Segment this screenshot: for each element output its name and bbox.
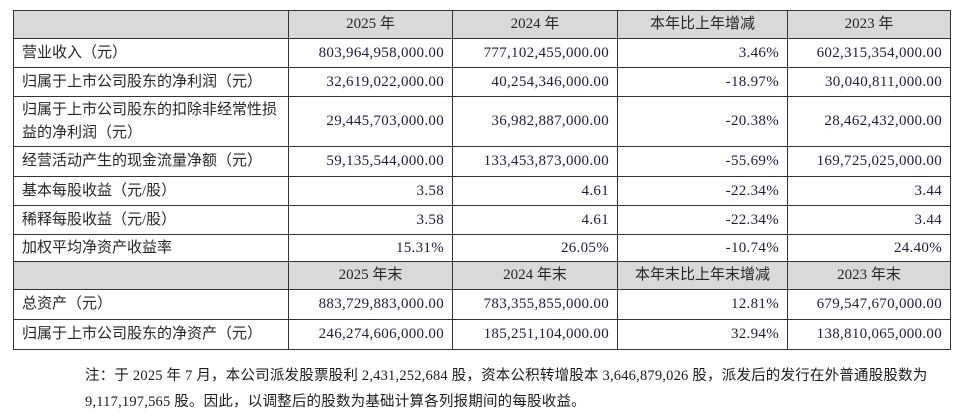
cell-change: -55.69% [617,146,788,177]
cell-2024: 133,453,873,000.00 [452,146,618,177]
header-2024: 2024 年 [452,10,618,39]
cell-2024: 4.61 [452,176,618,206]
row-label: 营业收入（元） [13,38,289,68]
cell-2025: 883,729,883,000.00 [288,289,453,320]
header-2025: 2025 年 [288,10,453,39]
header-yoy-change: 本年比上年增减 [617,10,788,39]
row-label: 归属于上市公司股东的净利润（元） [13,67,289,97]
row-label: 经营活动产生的现金流量净额（元） [13,146,289,177]
cell-2023: 3.44 [787,176,951,206]
cell-2024: 40,254,346,000.00 [452,67,618,97]
cell-2025: 246,274,606,000.00 [288,319,453,350]
cell-change: 32.94% [617,319,788,350]
header-2023: 2023 年 [787,10,951,39]
cell-2023: 602,315,354,000.00 [787,38,951,68]
cell-2025: 3.58 [288,205,453,235]
row-label: 稀释每股收益（元/股） [13,205,289,235]
table-row-net-assets: 归属于上市公司股东的净资产（元） 246,274,606,000.00 185,… [13,319,951,350]
table-header-year-end: 2025 年末 2024 年末 本年末比上年末增减 2023 年末 [13,261,951,290]
table-row-weighted-avg-roe: 加权平均净资产收益率 15.31% 26.05% -10.74% 24.40% [13,234,951,262]
row-label: 归属于上市公司股东的净资产（元） [13,319,289,350]
header-2025-year-end: 2025 年末 [288,261,453,290]
cell-change: 3.46% [617,38,788,68]
header-empty-cell [13,10,289,39]
cell-change: -18.97% [617,67,788,97]
cell-change: -22.34% [617,205,788,235]
table-header-annual: 2025 年 2024 年 本年比上年增减 2023 年 [13,10,951,39]
table-row-basic-eps: 基本每股收益（元/股） 3.58 4.61 -22.34% 3.44 [13,176,951,206]
cell-2024: 777,102,455,000.00 [452,38,618,68]
table-row-revenue: 营业收入（元） 803,964,958,000.00 777,102,455,0… [13,38,951,68]
row-label: 归属于上市公司股东的扣除非经常性损益的净利润（元） [13,96,289,147]
row-label: 加权平均净资产收益率 [13,234,289,262]
cell-change: -22.34% [617,176,788,206]
header-2024-year-end: 2024 年末 [452,261,618,290]
cell-2024: 185,251,104,000.00 [452,319,618,350]
footnote-line-1: 注：于 2025 年 7 月，本公司派发股票股利 2,431,252,684 股… [85,368,928,384]
header-2023-year-end: 2023 年末 [787,261,951,290]
footnote-line-2: 9,117,197,565 股。因此，以调整后的股数为基础计算各列报期间的每股收… [85,394,586,410]
cell-2025: 15.31% [288,234,453,262]
table-row-net-profit: 归属于上市公司股东的净利润（元） 32,619,022,000.00 40,25… [13,67,951,97]
header-empty-cell [13,261,289,290]
row-label: 总资产（元） [13,289,289,320]
cell-2023: 138,810,065,000.00 [787,319,951,350]
key-financials-table: 2025 年 2024 年 本年比上年增减 2023 年 营业收入（元） 803… [13,10,951,350]
cell-change: -20.38% [617,96,788,147]
cell-2025: 59,135,544,000.00 [288,146,453,177]
cell-2023: 30,040,811,000.00 [787,67,951,97]
footnote: 注：于 2025 年 7 月，本公司派发股票股利 2,431,252,684 股… [85,363,937,415]
table-row-net-profit-excl-nonrecurring: 归属于上市公司股东的扣除非经常性损益的净利润（元） 29,445,703,000… [13,96,951,147]
table-row-operating-cash-flow: 经营活动产生的现金流量净额（元） 59,135,544,000.00 133,4… [13,146,951,177]
cell-2023: 169,725,025,000.00 [787,146,951,177]
cell-2024: 36,982,887,000.00 [452,96,618,147]
cell-2025: 803,964,958,000.00 [288,38,453,68]
cell-2023: 28,462,432,000.00 [787,96,951,147]
cell-2025: 3.58 [288,176,453,206]
cell-2023: 3.44 [787,205,951,235]
cell-2023: 679,547,670,000.00 [787,289,951,320]
header-year-end-change: 本年末比上年末增减 [617,261,788,290]
cell-2024: 26.05% [452,234,618,262]
cell-2023: 24.40% [787,234,951,262]
cell-2025: 29,445,703,000.00 [288,96,453,147]
cell-2024: 4.61 [452,205,618,235]
row-label: 基本每股收益（元/股） [13,176,289,206]
table-row-total-assets: 总资产（元） 883,729,883,000.00 783,355,855,00… [13,289,951,320]
table-row-diluted-eps: 稀释每股收益（元/股） 3.58 4.61 -22.34% 3.44 [13,205,951,235]
cell-change: -10.74% [617,234,788,262]
cell-2025: 32,619,022,000.00 [288,67,453,97]
cell-change: 12.81% [617,289,788,320]
cell-2024: 783,355,855,000.00 [452,289,618,320]
